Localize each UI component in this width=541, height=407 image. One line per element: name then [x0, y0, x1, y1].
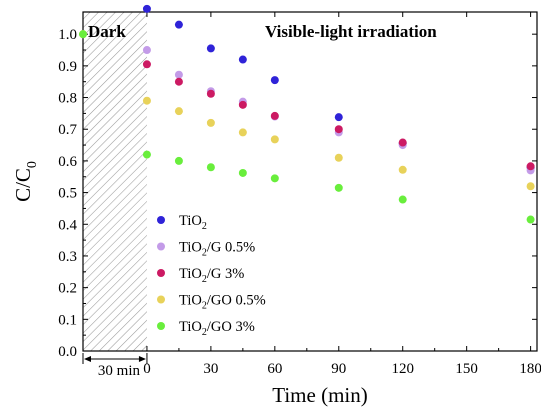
data-point	[270, 135, 279, 144]
legend-label: TiO2/GO 0.5%	[179, 293, 266, 312]
data-point	[142, 60, 151, 69]
data-point	[334, 183, 343, 192]
data-point	[174, 20, 183, 29]
legend-label: TiO2/G 3%	[179, 266, 244, 285]
legend-label: TiO2/GO 3%	[179, 319, 255, 338]
y-tick-label: 0.5	[58, 186, 77, 202]
irradiation-label: Visible-light irradiation	[265, 22, 437, 41]
legend-label: TiO2	[179, 213, 207, 232]
y-tick-label: 0.0	[58, 344, 77, 360]
data-point	[238, 168, 247, 177]
x-tick-label: 90	[331, 361, 346, 377]
data-point	[206, 163, 215, 172]
y-tick-label: 0.8	[58, 91, 77, 107]
y-axis-title-main: C/C	[11, 168, 35, 202]
legend-marker	[157, 322, 165, 330]
x-tick-label: 120	[391, 361, 414, 377]
x-tick-label: 150	[455, 361, 478, 377]
data-point	[334, 153, 343, 162]
data-point	[270, 76, 279, 85]
data-point	[334, 125, 343, 134]
legend-marker	[157, 242, 165, 251]
data-points	[79, 4, 535, 224]
y-tick-label: 0.1	[58, 312, 77, 328]
x-tick-label: 180	[519, 361, 541, 377]
data-point	[79, 30, 87, 39]
y-tick-label: 0.9	[58, 59, 77, 75]
data-point	[398, 195, 407, 204]
dark-duration-label: 30 min	[98, 363, 141, 379]
data-point	[526, 215, 535, 224]
y-tick-label: 0.3	[58, 249, 77, 265]
data-point	[174, 77, 183, 86]
data-point	[206, 118, 215, 127]
data-point	[398, 138, 407, 147]
data-point	[174, 156, 183, 165]
data-point	[142, 4, 151, 13]
y-axis: 0.0 0.1 0.2 0.3 0.4 0.5 0.6 0.7 0.8 0.9 1.0	[58, 27, 537, 360]
y-tick-label: 0.7	[58, 122, 77, 138]
data-point	[526, 182, 535, 191]
x-tick-label: 60	[267, 361, 282, 377]
legend-marker	[157, 269, 165, 277]
y-axis-title-subscript: 0	[25, 161, 40, 168]
data-point	[398, 165, 407, 174]
data-point	[238, 100, 247, 109]
y-axis-title: C/C0	[11, 161, 40, 202]
data-point	[142, 96, 151, 105]
x-tick-label: 30	[203, 361, 218, 377]
plot-frame	[82, 11, 538, 352]
x-tick-label: 0	[143, 361, 151, 377]
data-point	[142, 150, 151, 159]
data-point	[238, 128, 247, 137]
y-tick-label: 1.0	[58, 27, 77, 43]
legend-label: TiO2/G 0.5%	[179, 240, 255, 259]
dark-label: Dark	[88, 22, 126, 41]
data-point	[334, 113, 343, 122]
legend: TiO2 TiO2/G 0.5% TiO2/G 3% TiO2/GO 0.5% TiO2…	[157, 213, 266, 338]
data-point	[206, 89, 215, 98]
data-point	[142, 46, 151, 55]
x-axis-title: Time (min)	[272, 383, 367, 407]
legend-marker	[157, 295, 165, 304]
y-tick-label: 0.2	[58, 281, 77, 297]
data-point	[174, 107, 183, 116]
y-tick-label: 0.4	[58, 217, 77, 233]
dark-duration-marker	[82, 353, 148, 364]
x-axis: 0 30 60 90 120 150 180	[143, 12, 541, 377]
data-point	[270, 111, 279, 120]
data-point	[174, 70, 183, 79]
data-point	[270, 174, 279, 183]
y-tick-label: 0.6	[58, 154, 77, 170]
legend-marker	[157, 216, 165, 224]
dark-region	[83, 12, 147, 351]
data-point	[526, 162, 535, 171]
data-point	[238, 55, 247, 64]
data-point	[206, 44, 215, 53]
